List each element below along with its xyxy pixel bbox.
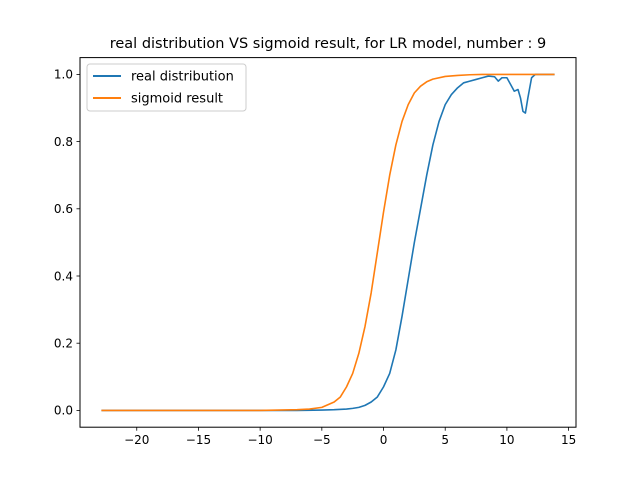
x-tick-label: 15 <box>561 433 576 447</box>
y-tick-label: 1.0 <box>54 68 73 82</box>
y-tick-label: 0.8 <box>54 135 73 149</box>
x-tick-label: −10 <box>247 433 272 447</box>
legend-box <box>86 63 247 112</box>
x-tick-label: −5 <box>313 433 331 447</box>
legend-label-real-distribution: real distribution <box>131 70 234 85</box>
series-line-real-distribution <box>101 73 555 412</box>
series-line-sigmoid-result <box>101 73 555 412</box>
y-tick-label: 0.4 <box>54 269 73 283</box>
y-tick-label: 0.6 <box>54 202 73 216</box>
x-tick-label: −15 <box>186 433 211 447</box>
legend-label-sigmoid-result: sigmoid result <box>131 92 223 107</box>
y-tick-label: 0.2 <box>54 337 73 351</box>
x-tick-label: −20 <box>124 433 149 447</box>
legend: real distribution sigmoid result <box>86 63 247 112</box>
y-tick-label: 0.0 <box>54 404 73 418</box>
y-axis: 0.0 0.2 0.4 0.6 0.8 1.0 <box>54 68 80 418</box>
axes-frame <box>79 57 577 428</box>
x-axis: −20 −15 −10 −5 0 5 10 15 <box>124 427 576 447</box>
series-layer <box>101 73 555 412</box>
x-tick-label: 10 <box>499 433 514 447</box>
chart-title: real distribution VS sigmoid result, for… <box>110 36 547 52</box>
x-tick-label: 5 <box>441 433 449 447</box>
x-tick-label: 0 <box>380 433 388 447</box>
